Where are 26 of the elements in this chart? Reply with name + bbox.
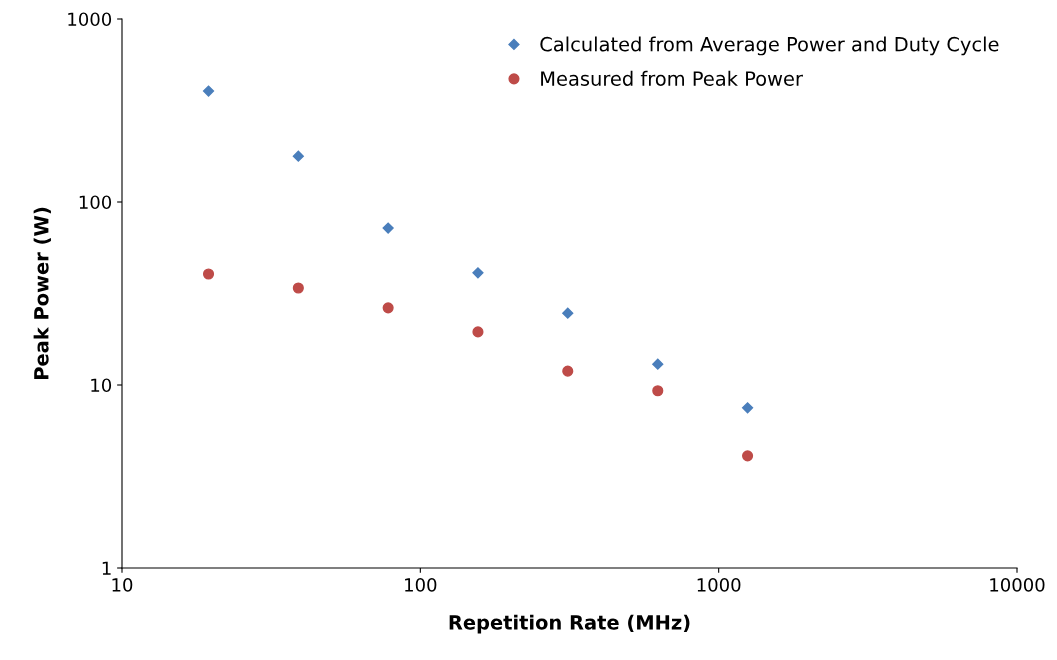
point <box>741 402 754 414</box>
y-tick-label: 100 <box>79 195 112 210</box>
point <box>202 268 215 280</box>
y-tick-label: 1 <box>102 561 111 575</box>
x-tick-label: 1000 <box>697 578 741 592</box>
legend-label: Measured from Peak Power <box>541 70 803 86</box>
point <box>652 385 664 397</box>
x-axis-title: Repetition Rate (MHz) <box>449 614 690 634</box>
point <box>292 282 304 294</box>
point <box>382 302 394 314</box>
y-tick-label: 1000 <box>68 12 112 27</box>
point <box>652 358 664 370</box>
point <box>562 307 574 319</box>
point <box>292 150 304 162</box>
y-tick-label: 10 <box>91 378 112 393</box>
point <box>472 267 484 279</box>
point <box>742 450 754 462</box>
legend-label: Calculated from Average Power and Duty Cycle <box>540 36 999 56</box>
x-tick-label: 10000 <box>990 578 1045 592</box>
x-tick-label: 100 <box>405 578 437 592</box>
y-axis-title: Peak Power (W) <box>33 207 51 380</box>
point <box>562 365 574 377</box>
x-tick-label: 10 <box>112 578 133 592</box>
point <box>202 85 215 97</box>
point <box>472 326 484 338</box>
point <box>382 222 394 234</box>
